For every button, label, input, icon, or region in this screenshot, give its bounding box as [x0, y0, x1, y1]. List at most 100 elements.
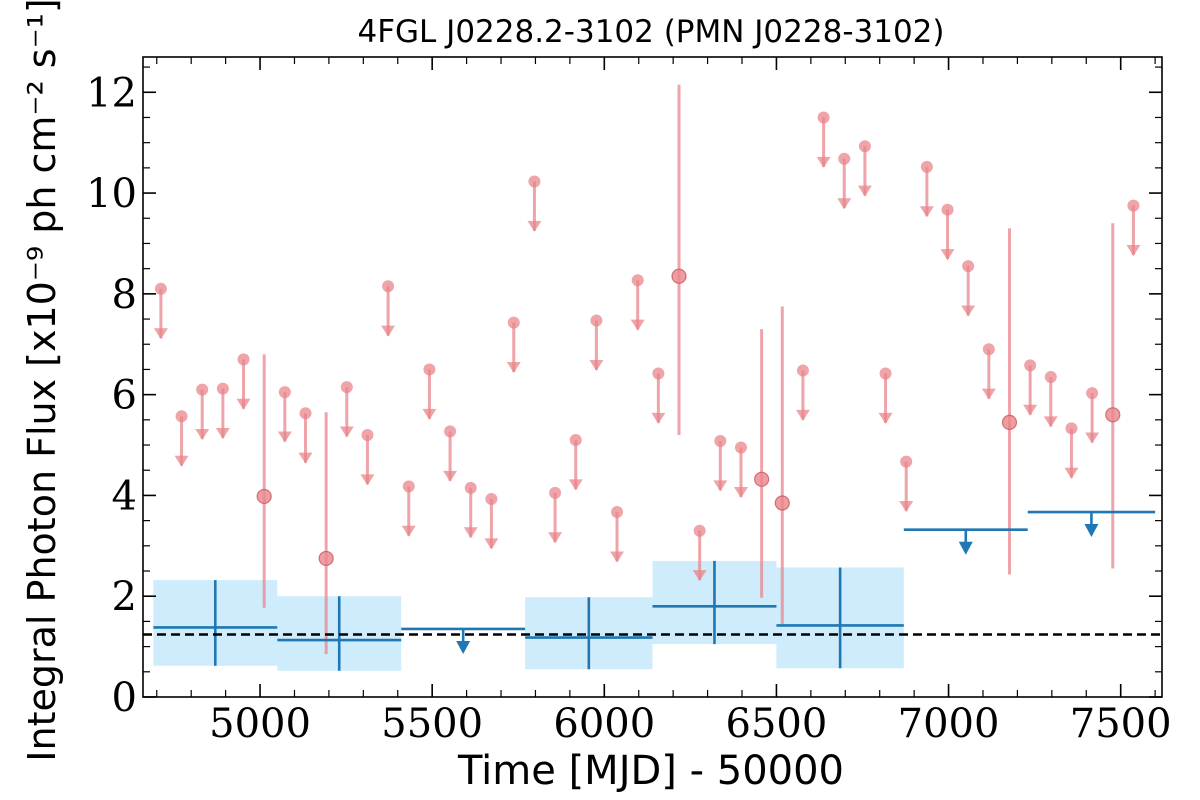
- upper-limit-marker: [175, 410, 188, 423]
- upper-limit-marker: [941, 203, 954, 216]
- upper-limit-marker: [879, 367, 892, 380]
- axes: 5000 5500 6000 6500 7000 7500 0 2 4 6 8 10 12: [86, 56, 1172, 747]
- upper-limit-marker: [817, 111, 830, 124]
- upper-limit-arrow: [277, 431, 292, 443]
- upper-limit-arrow: [568, 479, 583, 491]
- flux-point: [1105, 407, 1121, 423]
- upper-limit-marker: [1044, 371, 1057, 383]
- y-tick-label: 6: [112, 373, 137, 419]
- x-tick-label: 6000: [553, 701, 655, 747]
- upper-limit-marker: [611, 506, 624, 519]
- upper-limit-marker: [507, 316, 520, 329]
- upper-limit-arrow: [981, 388, 996, 400]
- y-tick-label: 10: [86, 171, 137, 217]
- flux-point: [671, 268, 687, 284]
- y-tick-label: 2: [112, 574, 137, 620]
- upper-limit-arrow: [298, 452, 313, 464]
- upper-limit-marker: [444, 425, 457, 438]
- upper-limit-marker: [382, 280, 395, 293]
- upper-limit-arrow: [651, 412, 666, 424]
- upper-limit-marker: [796, 364, 809, 377]
- upper-limit-arrow: [153, 328, 168, 340]
- x-tick-label: 5500: [381, 701, 483, 747]
- upper-limit-marker: [1086, 387, 1099, 400]
- upper-limit-arrow: [919, 206, 934, 218]
- upper-limit-arrow: [527, 220, 542, 232]
- y-tick-label: 0: [112, 675, 137, 721]
- upper-limit-arrow: [174, 455, 189, 467]
- upper-limit-marker: [361, 428, 374, 441]
- x-tick-label: 6500: [726, 701, 828, 747]
- upper-limit-arrow: [1126, 245, 1141, 257]
- upper-limit-arrow: [1023, 404, 1038, 416]
- upper-limit-marker: [278, 386, 291, 399]
- upper-limit-arrow: [484, 538, 499, 550]
- x-tick-label: 5000: [209, 701, 311, 747]
- upper-limit-arrow: [1085, 432, 1100, 444]
- upper-limit-arrow: [422, 408, 437, 420]
- x-tick-label: 7500: [1070, 701, 1172, 747]
- long-bin-ul-arrow: [1084, 524, 1099, 538]
- flux-point: [256, 488, 272, 505]
- flux-point: [318, 550, 334, 567]
- upper-limit-arrow: [381, 325, 396, 337]
- upper-limit-marker: [402, 480, 415, 493]
- upper-limit-arrow: [857, 185, 872, 197]
- upper-limit-marker: [590, 314, 603, 327]
- upper-limit-arrow: [795, 409, 810, 421]
- upper-limit-arrow: [1043, 416, 1058, 428]
- y-tick-label: 12: [86, 70, 137, 116]
- upper-limit-arrow: [548, 532, 563, 544]
- upper-limit-arrow: [692, 570, 707, 582]
- upper-limit-arrow: [610, 551, 625, 563]
- upper-limit-marker: [464, 481, 477, 494]
- y-axis-label: Integral Photon Flux [x10⁻⁹ ph cm⁻² s⁻¹]: [20, 0, 64, 762]
- upper-limit-arrow: [940, 249, 955, 261]
- upper-limit-arrow: [443, 470, 458, 482]
- upper-limit-marker: [485, 492, 498, 505]
- upper-limit-marker: [299, 407, 312, 420]
- upper-limit-arrow: [878, 412, 893, 424]
- upper-limit-marker: [237, 353, 250, 366]
- upper-limit-marker: [154, 282, 167, 295]
- upper-limit-marker: [652, 367, 665, 380]
- x-axis-label: Time [MJD] - 50000: [457, 748, 844, 794]
- upper-limit-arrow: [961, 305, 976, 317]
- upper-limit-marker: [734, 441, 747, 454]
- upper-limit-arrow: [837, 198, 852, 210]
- upper-limit-marker: [340, 381, 353, 394]
- upper-limit-marker: [858, 140, 871, 153]
- upper-limit-marker: [1127, 199, 1140, 212]
- upper-limit-marker: [1065, 422, 1078, 435]
- upper-limit-arrow: [506, 361, 521, 373]
- flux-point: [1001, 414, 1018, 430]
- long-bin-ul-arrow: [456, 640, 471, 654]
- upper-limit-marker: [920, 160, 933, 173]
- upper-limit-arrow: [630, 319, 645, 331]
- upper-limit-marker: [216, 382, 229, 395]
- y-tick-label: 4: [112, 473, 137, 519]
- upper-limit-arrow: [360, 474, 375, 486]
- upper-limit-arrow: [1064, 467, 1079, 479]
- upper-limit-arrow: [733, 486, 748, 498]
- flux-point: [754, 471, 770, 487]
- long-bin-ul-arrow: [958, 541, 973, 555]
- flux-point: [774, 495, 790, 511]
- chart-title: 4FGL J0228.2-3102 (PMN J0228-3102): [357, 14, 944, 50]
- upper-limit-marker: [631, 274, 644, 287]
- upper-limit-arrow: [816, 156, 831, 168]
- upper-limit-arrow: [215, 427, 230, 439]
- upper-limit-marker: [549, 486, 562, 499]
- upper-limit-arrow: [236, 398, 251, 410]
- y-tick-label: 8: [112, 272, 137, 318]
- upper-limit-arrow: [589, 359, 604, 371]
- upper-limit-marker: [982, 343, 995, 356]
- upper-limit-arrow: [899, 501, 914, 513]
- x-tick-label: 7000: [898, 701, 1000, 747]
- upper-limit-arrow: [195, 428, 210, 440]
- plot-area: [143, 84, 1162, 671]
- upper-limit-arrow: [713, 480, 728, 492]
- upper-limit-marker: [423, 363, 436, 376]
- upper-limit-arrow: [339, 426, 354, 438]
